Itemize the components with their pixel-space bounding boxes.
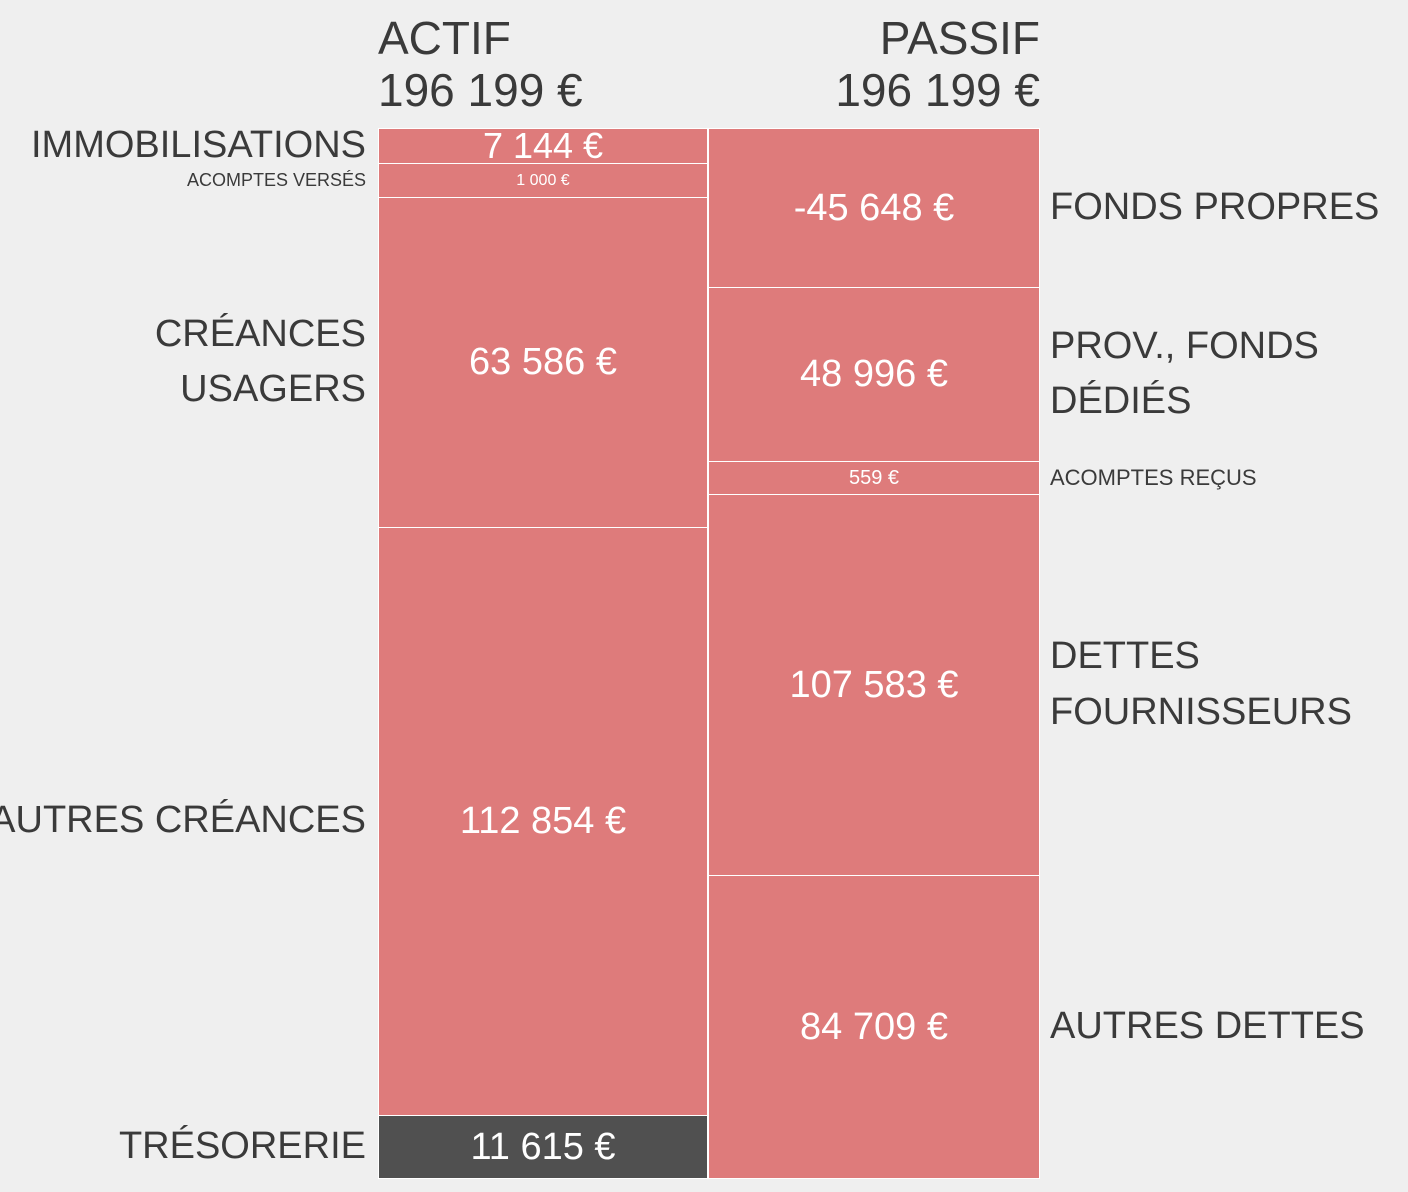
block-label: AUTRES DETTES (1050, 875, 1365, 1178)
label-line: DETTES (1050, 635, 1200, 678)
block-label: ACOMPTES VERSÉS (187, 163, 366, 197)
label-line: TRÉSORERIE (118, 1124, 366, 1167)
label-line: AUTRES CRÉANCES (0, 799, 366, 842)
block-label: TRÉSORERIE (119, 1115, 366, 1178)
label-line: ACOMPTES VERSÉS (186, 169, 366, 190)
balance-block: 559 € (708, 461, 1040, 495)
block-label: CRÉANCES USAGERS (155, 197, 366, 527)
label-line: DÉDIÉS (1050, 380, 1192, 422)
block-label: AUTRES CRÉANCES (0, 527, 366, 1115)
balance-block: 107 583 € (708, 494, 1040, 876)
balance-block: 7 144 € (378, 125, 708, 166)
balance-block: 63 586 € (378, 197, 708, 528)
actif-title: ACTIF (378, 12, 511, 64)
label-line: PROV., FONDS (1050, 324, 1319, 367)
block-label: IMMOBILISATIONS (31, 124, 366, 166)
label-line: FONDS PROPRES (1050, 185, 1380, 228)
passif-title: PASSIF (879, 12, 1040, 64)
block-label: FONDS PROPRES (1050, 128, 1379, 287)
label-line: FOURNISSEURS (1050, 690, 1352, 733)
label-line: USAGERS (180, 368, 366, 410)
block-label: DETTES FOURNISSEURS (1050, 494, 1352, 875)
actif-total: 196 199 € (378, 64, 583, 116)
balance-block: -45 648 € (708, 128, 1040, 288)
label-line: AUTRES DETTES (1050, 1004, 1365, 1047)
label-line: IMMOBILISATIONS (30, 123, 366, 166)
label-line: ACOMPTES REÇUS (1050, 464, 1257, 490)
passif-total: 196 199 € (835, 64, 1040, 116)
balance-block: 84 709 € (708, 875, 1040, 1179)
balance-block: 48 996 € (708, 287, 1040, 462)
balance-block: 112 854 € (378, 527, 708, 1116)
label-line: CRÉANCES (154, 312, 366, 355)
balance-block: 1 000 € (378, 163, 708, 198)
block-label: PROV., FONDS DÉDIÉS (1050, 287, 1319, 461)
balance-block: 11 615 € (378, 1115, 708, 1179)
block-label: ACOMPTES REÇUS (1050, 461, 1257, 494)
